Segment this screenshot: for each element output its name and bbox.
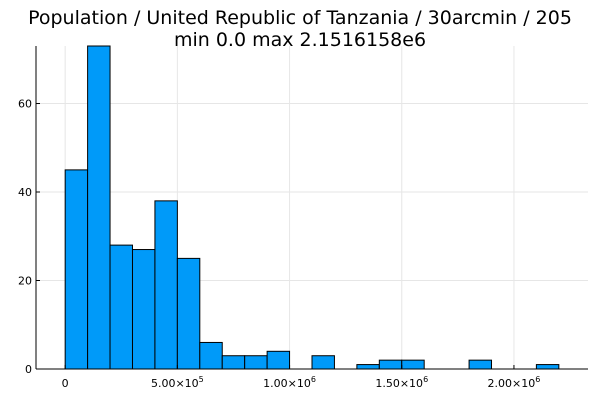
axes (35, 46, 588, 370)
chart-subtitle: min 0.0 max 2.1516158e6 (173, 29, 427, 51)
histogram-bar (176, 257, 201, 370)
histogram-bar (199, 341, 223, 370)
histogram-bar (266, 350, 291, 370)
histogram-bar (64, 169, 89, 370)
histogram-bar (87, 45, 111, 370)
x-tick-label: 2.00×106 (488, 375, 541, 390)
histogram-bar (221, 355, 246, 370)
y-tick-label: 40 (18, 186, 32, 199)
histogram-bar (378, 359, 403, 370)
chart-title: Population / United Republic of Tanzania… (28, 7, 572, 29)
tick-labels: 0 20 40 60 0 5.00×105 1.00×106 1.50×106 2.00×106 (18, 98, 540, 390)
x-tick-label: 5.00×105 (151, 375, 204, 390)
histogram-bar (244, 355, 268, 370)
histogram-bar (131, 249, 156, 370)
histogram-bars (64, 45, 560, 370)
x-tick-label: 0 (62, 377, 69, 390)
histogram-bar (468, 359, 493, 370)
x-tick-label: 1.50×106 (375, 375, 428, 390)
histogram-bar (535, 364, 560, 370)
y-tick-label: 20 (18, 275, 32, 288)
histogram-bar (311, 355, 335, 370)
histogram-bar (154, 200, 178, 370)
x-tick-label: 1.00×106 (263, 375, 316, 390)
histogram-bar (109, 244, 133, 370)
y-tick-label: 60 (18, 98, 32, 111)
histogram-bar (401, 359, 425, 370)
histogram-bar (356, 364, 380, 370)
y-tick-label: 0 (25, 363, 32, 376)
